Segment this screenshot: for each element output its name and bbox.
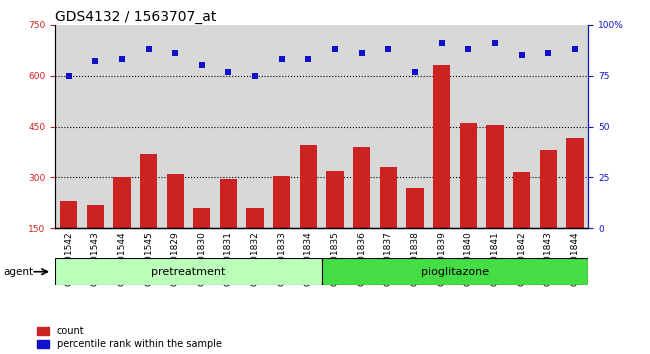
Point (250, 73, 260, 79)
Point (384, 46, 394, 52)
Bar (540, 150, 557, 228)
Bar (246, 208, 264, 228)
Bar (193, 208, 211, 228)
Point (143, 46, 154, 52)
Point (64, 73, 74, 79)
Bar (326, 171, 344, 228)
Bar (220, 179, 237, 228)
Bar (353, 147, 370, 228)
Bar (486, 125, 504, 228)
Point (410, 69, 421, 74)
Bar (406, 188, 424, 228)
Point (224, 69, 234, 74)
Text: pretreatment: pretreatment (151, 267, 226, 277)
Point (569, 46, 580, 52)
Point (196, 63, 207, 68)
Point (356, 50, 367, 56)
Bar (60, 201, 77, 228)
Point (277, 57, 287, 62)
Point (437, 40, 447, 46)
Text: pioglitazone: pioglitazone (421, 267, 489, 277)
Bar (380, 167, 397, 228)
Bar (433, 65, 450, 228)
Point (303, 57, 314, 62)
Bar (113, 177, 131, 228)
Point (170, 50, 181, 56)
Bar (300, 145, 317, 228)
Bar (273, 176, 291, 228)
Point (463, 46, 473, 52)
Point (117, 57, 127, 62)
Point (330, 46, 341, 52)
Bar (566, 138, 584, 228)
Point (490, 40, 501, 46)
Point (543, 50, 554, 56)
Bar (140, 154, 157, 228)
Bar (166, 174, 184, 228)
Bar (86, 205, 104, 228)
Bar (460, 123, 477, 228)
Bar (55, 258, 322, 285)
Text: agent: agent (3, 267, 33, 277)
Legend: count, percentile rank within the sample: count, percentile rank within the sample (37, 326, 222, 349)
Point (90, 58, 101, 64)
Bar (513, 172, 530, 228)
Bar (322, 258, 588, 285)
Text: GDS4132 / 1563707_at: GDS4132 / 1563707_at (55, 10, 216, 24)
Point (516, 52, 526, 58)
